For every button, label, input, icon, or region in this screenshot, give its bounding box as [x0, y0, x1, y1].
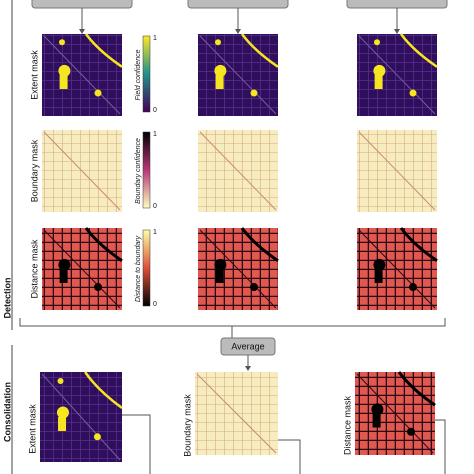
water	[84, 227, 123, 263]
road	[43, 131, 121, 211]
consolidation-label: Extent mask	[27, 404, 37, 454]
blob	[374, 39, 380, 46]
blob	[56, 406, 69, 419]
blob	[94, 283, 102, 292]
water	[84, 371, 123, 410]
row-label: Boundary mask	[29, 139, 39, 202]
road	[199, 229, 277, 309]
water	[240, 227, 279, 263]
blob	[371, 403, 384, 416]
colorbar-title: Boundary confidence	[135, 138, 142, 204]
input-box	[31, 0, 133, 9]
blob	[215, 75, 224, 89]
arrow-head	[79, 29, 85, 34]
arrow-head	[245, 366, 251, 371]
blob	[214, 258, 227, 271]
road	[43, 229, 121, 309]
road	[358, 229, 436, 309]
colorbar-max: 1	[153, 131, 157, 138]
water	[399, 33, 438, 68]
blob	[59, 269, 68, 283]
row-label: Distance mask	[29, 239, 39, 299]
water	[397, 371, 436, 407]
road	[199, 35, 277, 115]
blob	[58, 64, 71, 77]
water	[84, 33, 123, 68]
road	[356, 373, 434, 454]
road	[358, 35, 436, 115]
road	[196, 373, 277, 454]
blob	[407, 427, 415, 436]
side-label: Detection	[2, 277, 12, 318]
connector	[122, 414, 446, 474]
blob	[373, 258, 386, 271]
input-box	[187, 0, 289, 9]
colorbar-min: 0	[153, 107, 157, 114]
blob	[374, 75, 383, 89]
blob	[58, 258, 71, 271]
arrow-head	[235, 29, 241, 34]
blob	[409, 89, 417, 97]
colorbar-max: 1	[153, 229, 157, 236]
colorbar	[142, 35, 151, 113]
water	[240, 33, 279, 68]
blob	[59, 39, 65, 46]
colorbar	[142, 229, 151, 307]
blob	[374, 269, 383, 283]
road	[41, 373, 121, 461]
blob	[215, 269, 224, 283]
blob	[215, 39, 221, 46]
blob	[214, 64, 227, 77]
blob	[93, 433, 101, 441]
blob	[372, 413, 381, 428]
blob	[409, 283, 417, 292]
colorbar-title: Distance to boundary	[135, 235, 142, 302]
arrow-head	[394, 29, 400, 34]
colorbar-min: 0	[153, 301, 157, 308]
road	[199, 131, 277, 211]
colorbar	[142, 131, 151, 209]
row-label: Extent mask	[29, 50, 39, 100]
colorbar-max: 1	[153, 35, 157, 42]
blob	[59, 75, 68, 89]
blob	[58, 417, 67, 431]
input-box	[346, 0, 448, 9]
side-label: Consolidation	[2, 382, 12, 442]
road	[43, 35, 121, 115]
blob	[373, 64, 386, 77]
consolidation-label: Boundary mask	[182, 394, 192, 457]
consolidation-label: Distance mask	[342, 395, 352, 455]
average-label: Average	[231, 341, 264, 351]
blob	[57, 378, 64, 384]
colorbar-title: Field confidence	[135, 49, 142, 100]
blob	[250, 283, 258, 292]
water	[399, 227, 438, 263]
merge-bracket	[19, 318, 446, 338]
colorbar-min: 0	[153, 203, 157, 210]
blob	[94, 89, 102, 97]
blob	[250, 89, 258, 97]
road	[358, 131, 436, 211]
